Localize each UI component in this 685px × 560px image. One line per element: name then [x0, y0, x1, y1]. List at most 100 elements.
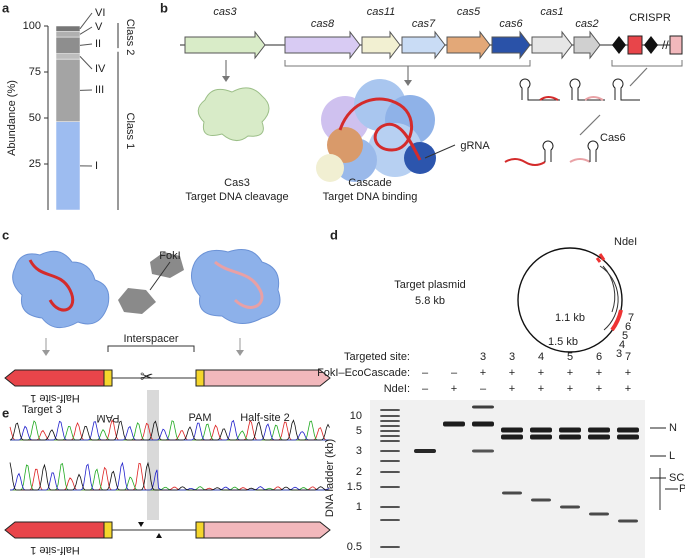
arc-label: 1.1 kb: [555, 312, 585, 324]
ladder-label: 2: [356, 466, 362, 478]
y-tick-label: 100: [23, 20, 41, 32]
gel-band: [501, 434, 523, 440]
row-cell: –: [480, 383, 487, 395]
row-cell: 7: [625, 351, 631, 363]
gel-band: [559, 427, 581, 433]
row-cell: –: [422, 383, 429, 395]
leader: [79, 12, 93, 30]
y-tick-label: 75: [29, 66, 41, 78]
ladder-label: 10: [350, 410, 362, 422]
gene-arrow: [491, 30, 531, 60]
band-label: L: [669, 450, 675, 462]
segment-label: II: [95, 38, 101, 50]
site-number: 7: [628, 312, 634, 324]
row-cell: +: [509, 383, 515, 395]
gel-band: [380, 486, 400, 488]
gel-band: [380, 440, 400, 442]
leader: [79, 56, 93, 70]
panel-label: e: [2, 405, 9, 420]
protein-label: Cas3: [224, 177, 250, 189]
band-label: P: [679, 483, 685, 495]
gel-band: [617, 427, 639, 433]
trace: [9, 419, 330, 441]
bar-segment: [55, 36, 81, 54]
gel-band: [617, 434, 639, 440]
panel-label: d: [330, 227, 338, 242]
svg-text://: //: [662, 38, 669, 52]
gel-band: [380, 471, 400, 473]
gel-band: [560, 505, 580, 509]
segment-label: VI: [95, 7, 105, 19]
row-cell: +: [596, 383, 602, 395]
foki-label: FokI: [159, 250, 180, 262]
row-cell: +: [567, 383, 573, 395]
gene-label: cas3: [213, 6, 237, 18]
row-cell: 3: [509, 351, 515, 363]
arc-label: 1.5 kb: [548, 336, 578, 348]
row-cell: –: [451, 367, 458, 379]
row-cell: 6: [596, 351, 602, 363]
band-label: N: [669, 422, 677, 434]
gel-band: [380, 450, 400, 452]
gene-label: cas6: [499, 18, 523, 30]
row-cell: 4: [538, 351, 544, 363]
gel-band: [380, 420, 400, 422]
gel-band: [380, 519, 400, 521]
y-tick-label: 25: [29, 158, 41, 170]
gel-band: [443, 421, 465, 427]
gel-band: [380, 409, 400, 411]
half-site-label: Half-site 2: [240, 412, 290, 424]
gene-arrow: [573, 30, 601, 60]
row-cell: +: [596, 367, 602, 379]
trace: [9, 461, 330, 491]
plasmid-label: Target plasmid: [394, 279, 466, 291]
y-tick-label: 50: [29, 112, 41, 124]
pam-label: PAM: [96, 412, 119, 424]
leader: [79, 43, 93, 46]
row-cell: 5: [567, 351, 573, 363]
gel-band: [380, 430, 400, 432]
gene-label: cas2: [575, 18, 598, 30]
gel-band: [531, 498, 551, 502]
row-cell: +: [567, 367, 573, 379]
gene-label: cas11: [367, 6, 396, 18]
panel-label: c: [2, 227, 9, 242]
artwork: //: [4, 35, 683, 558]
row-cell: +: [538, 367, 544, 379]
crispr-label: CRISPR: [629, 12, 671, 24]
row-label: Targeted site:: [344, 351, 410, 363]
gel-band: [472, 421, 494, 427]
gel-band: [414, 449, 436, 453]
ladder-label: 3: [356, 445, 362, 457]
gene-arrow: [401, 30, 446, 60]
gene-label: cas1: [540, 6, 563, 18]
segment-label: III: [95, 84, 104, 96]
protein-function: Target DNA cleavage: [185, 191, 288, 203]
gene-arrow: [361, 30, 401, 60]
bar-segment: [55, 121, 81, 211]
ladder-label: 1.5: [347, 481, 362, 493]
gel-band: [618, 519, 638, 523]
gel-band: [589, 512, 609, 516]
ladder-label: 0.5: [347, 541, 362, 553]
trace-title: Target 3: [22, 404, 62, 416]
gene-label: cas5: [457, 6, 481, 18]
bar-segment: [55, 53, 81, 60]
gene-label: cas8: [311, 18, 335, 30]
gene-label: cas7: [412, 18, 436, 30]
bar-segment: [55, 25, 81, 32]
protein-label: Cascade: [348, 177, 391, 189]
plasmid-size: 5.8 kb: [415, 295, 445, 307]
site-label: NdeI: [614, 236, 637, 248]
panel-label: b: [160, 0, 168, 15]
row-label: FokI–EcoCascade:: [317, 367, 410, 379]
y-axis-label: Abundance (%): [6, 80, 18, 156]
gel-band: [380, 435, 400, 437]
gel-band: [501, 427, 523, 433]
row-cell: +: [625, 383, 631, 395]
interspacer-label: Interspacer: [123, 333, 178, 345]
ladder-label: 5: [356, 425, 362, 437]
gene-arrow: [531, 30, 573, 60]
segment-label: V: [95, 21, 103, 33]
row-cell: +: [625, 367, 631, 379]
